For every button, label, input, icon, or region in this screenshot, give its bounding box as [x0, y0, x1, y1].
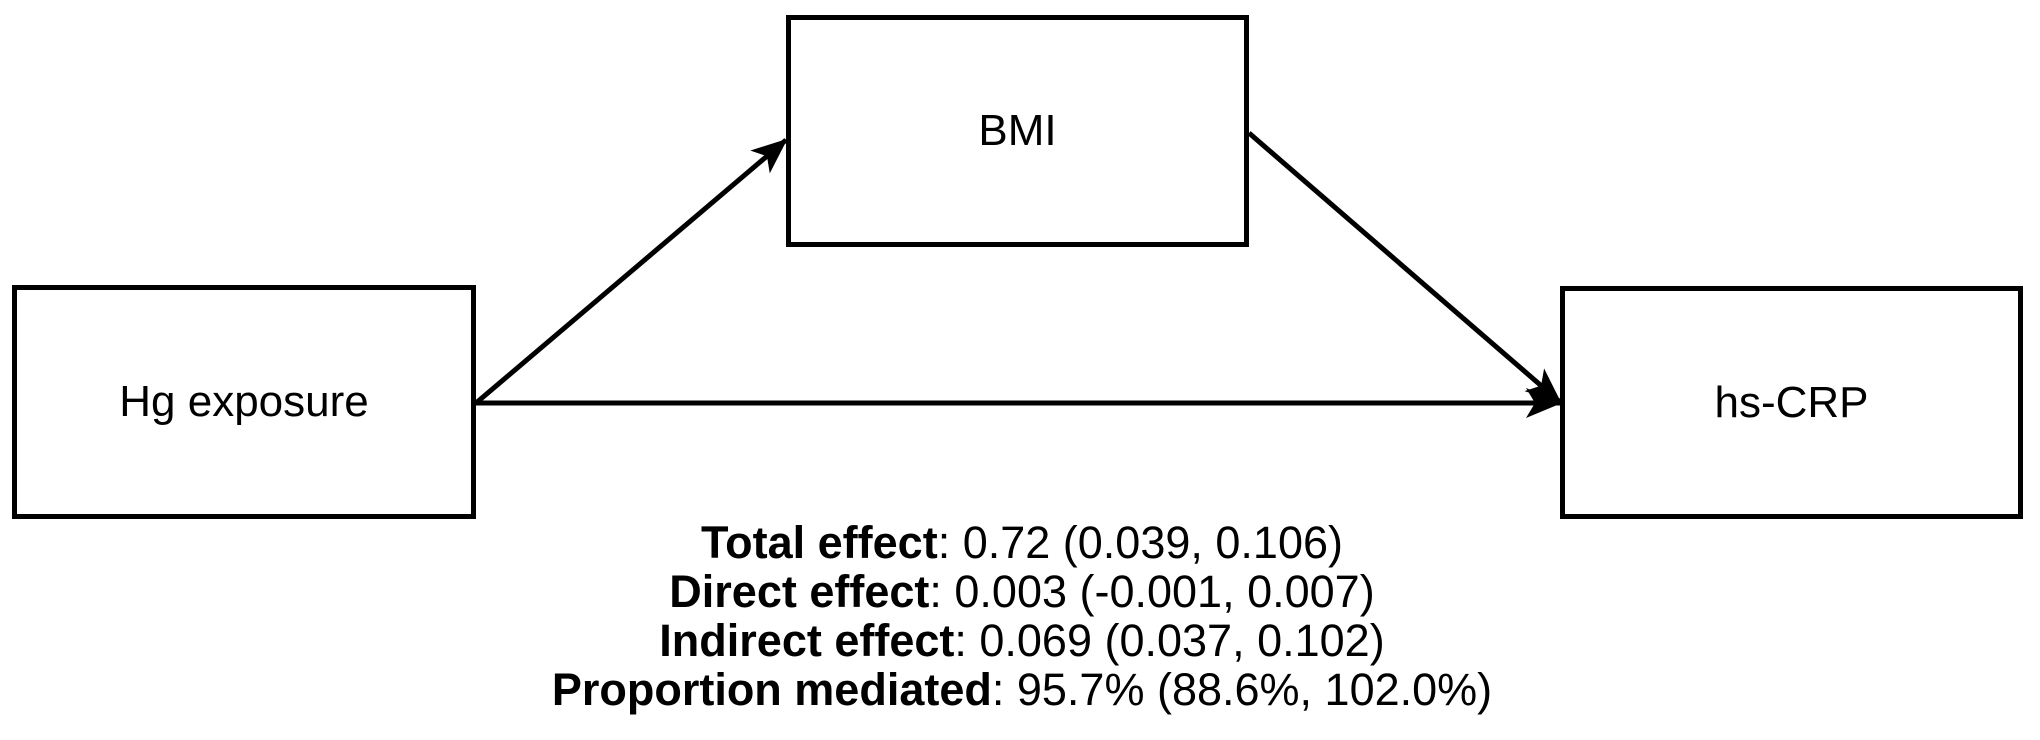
- node-exposure-label: Hg exposure: [119, 377, 369, 426]
- stat-direct-effect-value: : 0.003 (-0.001, 0.007): [929, 566, 1375, 617]
- stat-indirect-effect-value: : 0.069 (0.037, 0.102): [954, 615, 1385, 666]
- node-outcome-label: hs-CRP: [1714, 377, 1869, 427]
- stat-direct-effect: Direct effect: 0.003 (-0.001, 0.007): [222, 567, 1822, 616]
- node-mediator: BMI: [786, 15, 1249, 247]
- stat-proportion-mediated: Proportion mediated: 95.7% (88.6%, 102.0…: [222, 665, 1822, 714]
- stat-indirect-effect: Indirect effect: 0.069 (0.037, 0.102): [222, 616, 1822, 665]
- arrow-exposure-to-mediator: [474, 138, 788, 405]
- stat-indirect-effect-label: Indirect effect: [659, 615, 955, 666]
- arrow-mediator-to-outcome: [1247, 131, 1562, 404]
- node-mediator-label: BMI: [978, 106, 1057, 155]
- node-exposure: Hg exposure: [12, 285, 476, 519]
- node-outcome: hs-CRP: [1560, 286, 2023, 519]
- effect-stats: Total effect: 0.72 (0.039, 0.106) Direct…: [222, 518, 1822, 714]
- stat-proportion-mediated-label: Proportion mediated: [551, 664, 992, 715]
- stat-total-effect-label: Total effect: [701, 517, 938, 568]
- stat-proportion-mediated-value: : 95.7% (88.6%, 102.0%): [991, 664, 1493, 715]
- stat-direct-effect-label: Direct effect: [669, 566, 930, 617]
- stat-total-effect: Total effect: 0.72 (0.039, 0.106): [222, 518, 1822, 567]
- stat-total-effect-value: : 0.72 (0.039, 0.106): [937, 517, 1343, 568]
